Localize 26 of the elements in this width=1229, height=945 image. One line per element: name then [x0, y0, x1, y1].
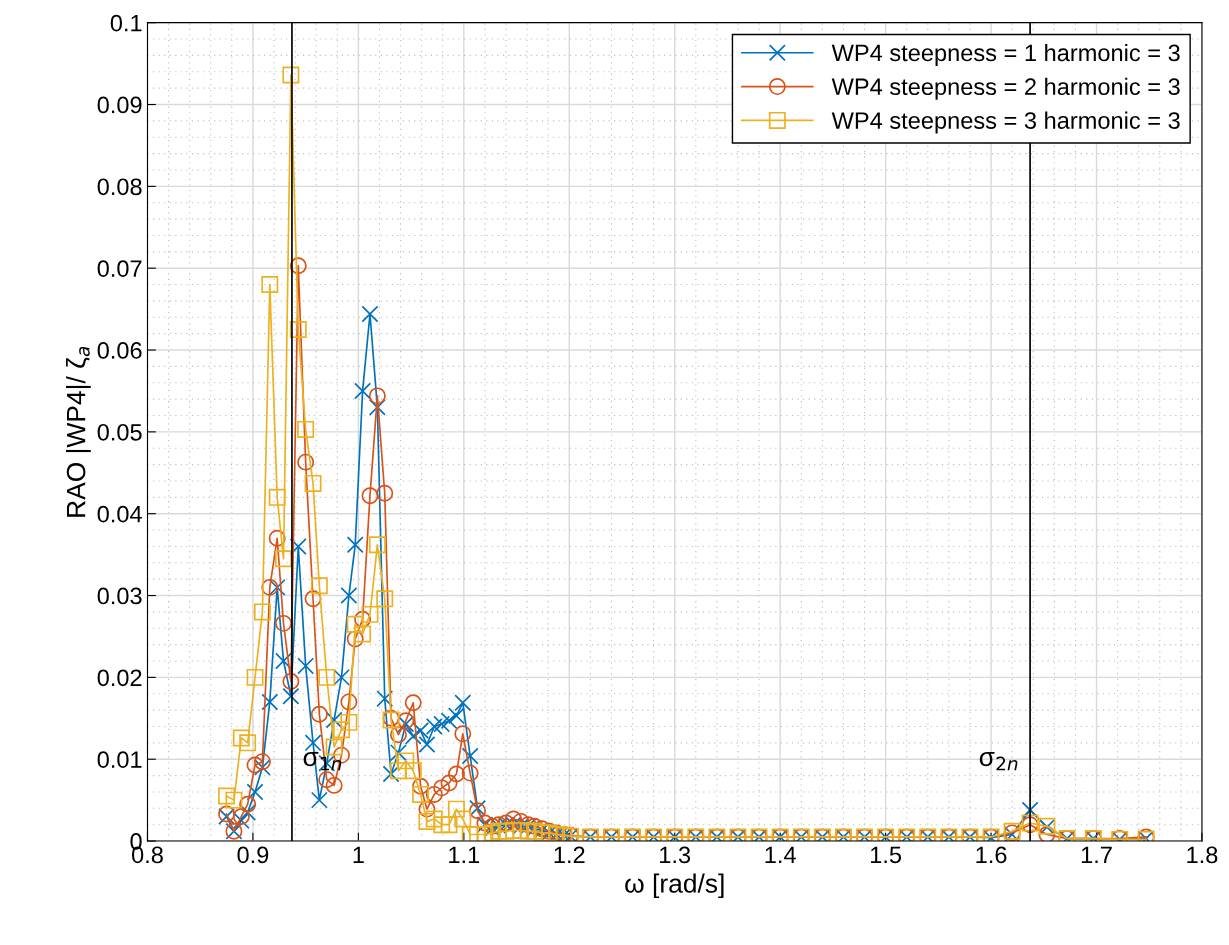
- x-tick-label: 1.6: [976, 846, 1007, 864]
- x-tick-label: 1.5: [871, 846, 902, 864]
- x-tick-label: 1.3: [660, 846, 691, 864]
- y-axis-title: RAO |WP4|/ ζ$_{a}$: [66, 346, 91, 517]
- legend-label: WP4 steepness = 2 harmonic = 3: [831, 77, 1180, 100]
- y-tick-label: 0.03: [97, 587, 142, 605]
- y-tick-label: 0.04: [97, 505, 142, 523]
- ref-line-label: σ$_{2n}$: [979, 752, 1018, 771]
- x-tick-label: 1.1: [449, 846, 480, 864]
- x-tick-label: 1.8: [1187, 846, 1218, 864]
- y-tick-label: 0.06: [97, 342, 142, 359]
- y-tick-label: 0.05: [97, 423, 142, 441]
- legend-label: WP4 steepness = 1 harmonic = 3: [831, 43, 1180, 66]
- y-tick-label: 0.1: [110, 14, 142, 32]
- x-axis-title: ω [rad/s]: [625, 873, 724, 899]
- y-tick-label: 0.08: [97, 178, 142, 196]
- x-tick-label: 0.9: [237, 846, 269, 864]
- y-tick-label: 0.09: [97, 96, 142, 114]
- y-tick-label: 0.01: [97, 751, 142, 768]
- x-tick-label: 1.2: [554, 846, 585, 864]
- legend-label: WP4 steepness = 3 harmonic = 3: [831, 111, 1180, 134]
- x-tick-label: 1.7: [1081, 846, 1112, 864]
- x-tick-label: 1: [353, 846, 364, 864]
- y-tick-label: 0.07: [97, 260, 142, 277]
- y-tick-label: 0.02: [97, 669, 142, 687]
- x-tick-label: 1.4: [765, 846, 796, 864]
